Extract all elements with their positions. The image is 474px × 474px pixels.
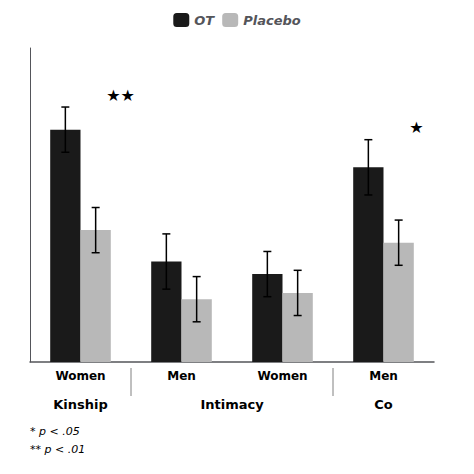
svg-text:Women: Women — [257, 369, 307, 383]
svg-text:Placebo: Placebo — [243, 13, 301, 28]
svg-text:Co: Co — [374, 397, 393, 412]
svg-text:Women: Women — [55, 369, 105, 383]
svg-text:★★: ★★ — [106, 86, 135, 105]
svg-text:Kinship: Kinship — [53, 397, 108, 412]
svg-text:** p < .01: ** p < .01 — [30, 443, 85, 456]
svg-text:OT: OT — [194, 13, 215, 28]
svg-text:Men: Men — [369, 369, 398, 383]
svg-text:★: ★ — [409, 118, 423, 137]
svg-text:* p < .05: * p < .05 — [30, 425, 80, 438]
svg-text:Men: Men — [167, 369, 196, 383]
svg-text:Intimacy: Intimacy — [200, 397, 264, 412]
